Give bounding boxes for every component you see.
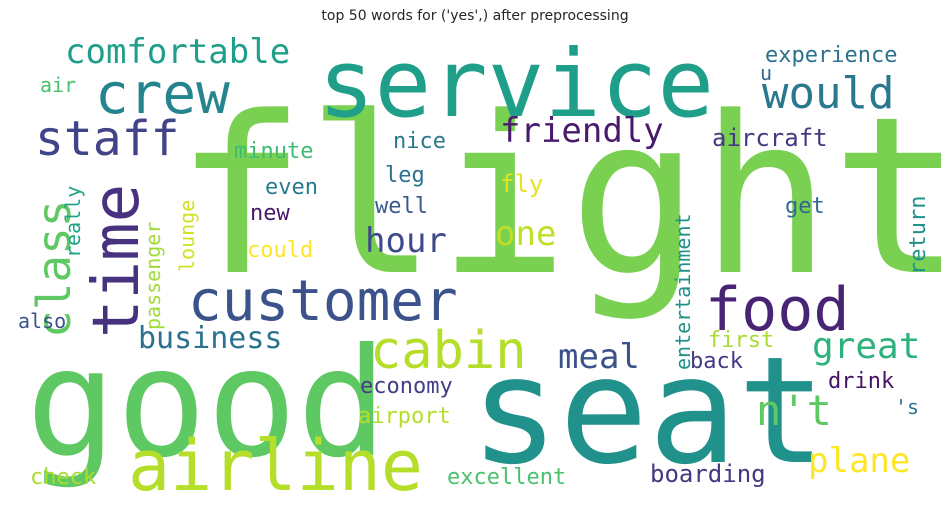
word-17: one <box>495 214 556 254</box>
word-34: minute <box>234 139 313 164</box>
word-4: airline <box>128 425 423 505</box>
word-45: drink <box>828 369 894 394</box>
word-18: n't <box>756 386 832 435</box>
word-14: friendly <box>500 111 664 151</box>
word-28: excellent <box>447 465 566 490</box>
word-30: check <box>30 465 96 490</box>
word-2: good <box>26 317 387 491</box>
word-38: even <box>265 175 318 200</box>
word-19: plane <box>808 441 910 481</box>
word-36: leg <box>385 163 425 188</box>
word-37: fly <box>500 170 543 198</box>
word-8: food <box>705 275 850 345</box>
word-33: really <box>61 186 85 258</box>
word-35: nice <box>393 129 446 154</box>
word-48: air <box>40 73 76 97</box>
word-26: economy <box>360 374 453 399</box>
word-40: well <box>375 194 428 219</box>
word-16: hour <box>365 221 447 261</box>
word-23: aircraft <box>712 124 828 152</box>
word-44: back <box>690 349 743 374</box>
word-27: airport <box>358 404 451 429</box>
word-13: class <box>27 200 81 338</box>
word-24: passenger <box>141 222 165 330</box>
word-39: new <box>250 201 290 226</box>
word-0: flight <box>175 71 950 324</box>
word-10: cabin <box>370 321 527 381</box>
word-43: first <box>708 328 774 353</box>
word-5: customer <box>188 269 458 334</box>
word-42: get <box>785 194 825 219</box>
word-46: 's <box>895 395 919 419</box>
word-1: service <box>318 30 714 139</box>
word-41: could <box>247 238 313 263</box>
word-22: experience <box>765 43 897 68</box>
word-47: also <box>18 309 66 333</box>
word-20: great <box>812 326 920 367</box>
word-11: comfortable <box>65 32 290 72</box>
word-49: u <box>760 61 772 85</box>
word-6: time <box>80 184 154 338</box>
chart-title: top 50 words for ('yes',) after preproce… <box>321 8 629 24</box>
word-12: would <box>762 68 894 119</box>
word-21: meal <box>558 337 640 377</box>
word-31: lounge <box>175 200 199 272</box>
word-3: seat <box>470 325 826 497</box>
word-9: staff <box>35 111 180 167</box>
word-32: return <box>906 196 931 275</box>
word-25: entertainment <box>671 213 695 370</box>
word-7: crew <box>95 62 230 127</box>
word-29: boarding <box>650 460 766 488</box>
word-15: business <box>138 321 283 356</box>
